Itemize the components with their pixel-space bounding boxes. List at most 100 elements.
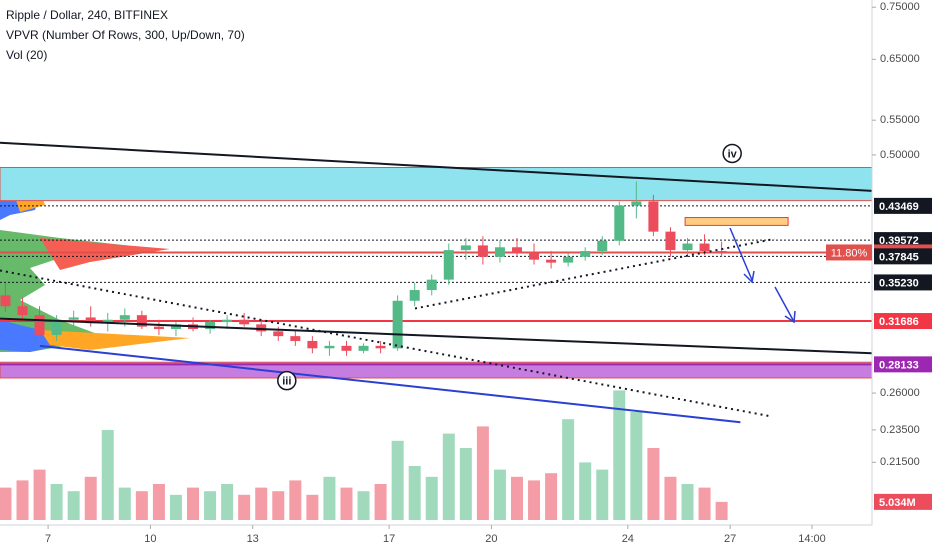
annotation-circle: [722, 143, 742, 164]
price-label-box: [874, 313, 932, 330]
candle-body: [631, 201, 642, 206]
candle-body: [307, 340, 318, 349]
indicator-label: Vol (20): [6, 48, 47, 62]
candle-body: [614, 205, 625, 241]
x-tick-label: 7: [45, 533, 51, 545]
chart-title: Ripple / Dollar, 240, BITFINEX: [6, 8, 168, 22]
candle-body: [648, 201, 659, 232]
candle-body: [358, 345, 369, 351]
volume-bar: [84, 476, 97, 520]
candle-body: [153, 326, 164, 330]
candle-body: [0, 295, 11, 307]
volume-bar: [630, 412, 643, 520]
candle-body: [443, 250, 454, 280]
volume-bar: [255, 487, 268, 520]
volume-bar: [613, 390, 626, 520]
candle-body: [205, 322, 216, 330]
candle-body: [34, 315, 45, 335]
change-label: 11.80%: [831, 247, 868, 259]
y-tick-label: 0.65000: [880, 53, 920, 65]
volume-bar: [169, 494, 182, 520]
volume-bar: [16, 480, 29, 520]
volume-bar: [101, 430, 114, 520]
volume-bar: [681, 484, 694, 520]
candle-body: [68, 317, 79, 320]
volume-bar: [664, 476, 677, 520]
volume-bar: [528, 480, 541, 520]
annotation-circle: [277, 370, 297, 391]
volume-bar: [0, 487, 12, 520]
volume-bar: [272, 491, 285, 520]
candle-body: [324, 345, 335, 349]
trend-line: [39, 344, 741, 424]
candle-body: [546, 259, 557, 263]
candle-body: [477, 245, 488, 257]
volume-bar: [510, 476, 523, 520]
volume-bar: [596, 469, 609, 520]
volume-bar: [118, 487, 131, 520]
candle-body: [511, 247, 522, 253]
price-label: 0.43469: [879, 201, 919, 213]
volume-bar: [579, 462, 592, 520]
y-tick-label: 0.50000: [880, 149, 920, 161]
x-tick-label: 10: [144, 533, 156, 545]
price-label: 0.37845: [879, 251, 919, 263]
volume-label-box: [874, 493, 932, 510]
arrow-head: [743, 270, 755, 284]
volume-bar: [476, 426, 489, 520]
candle-body: [239, 319, 250, 325]
arrow: [774, 286, 794, 321]
price-label-box: [874, 274, 932, 291]
profile-shape: [0, 320, 60, 352]
volume-bar: [67, 491, 80, 520]
candle-body: [682, 243, 693, 251]
candle-body: [341, 345, 352, 351]
volume-bar: [493, 469, 506, 520]
profile-shape: [40, 238, 170, 270]
candle-body: [375, 345, 386, 349]
candle-body: [136, 315, 147, 327]
volume-bar: [357, 491, 370, 520]
volume-bar: [238, 494, 251, 520]
change-box: [826, 244, 872, 261]
volume-bar: [374, 484, 387, 520]
candle-body: [170, 324, 181, 330]
trend-line: [414, 237, 775, 310]
candle-body: [699, 243, 710, 252]
volume-bar: [647, 448, 660, 520]
candle-body: [580, 251, 591, 257]
target-box: [684, 217, 789, 226]
time-axis: [0, 525, 872, 550]
profile-shape: [40, 330, 190, 350]
candle-body: [665, 231, 676, 251]
price-label-box: [874, 232, 932, 249]
arrows: [729, 227, 796, 324]
x-tick-label: 17: [383, 533, 395, 545]
y-tick-label: 0.26000: [880, 387, 920, 399]
candle-body: [273, 331, 284, 337]
candle-body: [529, 252, 540, 260]
candle-body: [102, 319, 113, 324]
volume-bar: [408, 466, 421, 520]
candle-body: [392, 300, 403, 349]
annotation: iv: [728, 148, 738, 160]
candle-body: [494, 247, 505, 257]
candle-body: [426, 279, 437, 291]
volume-bar: [459, 448, 472, 520]
candle-body: [256, 324, 267, 332]
candle-body: [222, 319, 233, 323]
volume-bar: [340, 487, 353, 520]
y-tick-label: 0.21500: [880, 456, 920, 468]
volume-bar: [391, 440, 404, 520]
axes: 0.75000 0.65000 0.55000 0.50000 0.26000 0.235…: [45, 1, 932, 545]
candle-body: [17, 306, 28, 316]
plot-area: iv iii: [0, 141, 873, 520]
candle-body: [290, 336, 301, 341]
volume-bar: [187, 487, 200, 520]
price-label: 0.39572: [879, 235, 919, 247]
volume-bar: [289, 480, 302, 520]
x-tick-label: 13: [247, 533, 259, 545]
candle-body: [460, 245, 471, 251]
